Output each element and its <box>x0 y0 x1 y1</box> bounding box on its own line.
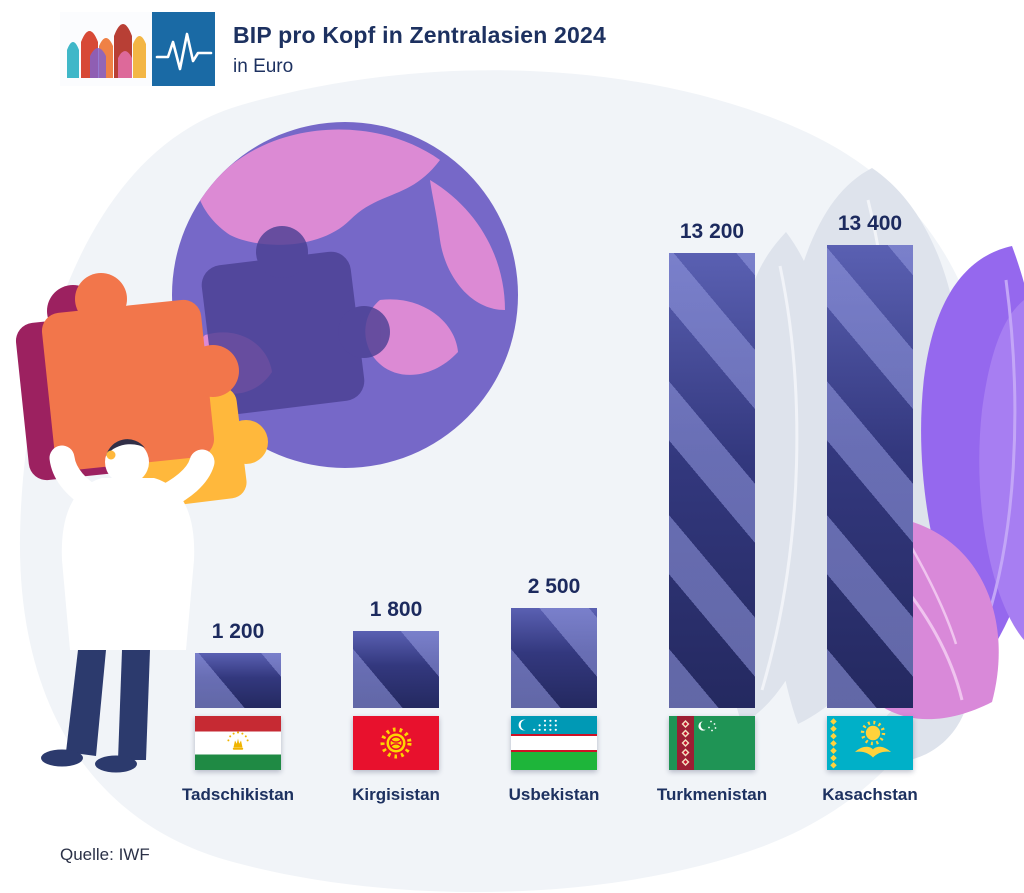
flag-turkmenistan-icon <box>669 716 755 770</box>
heartbeat-pulse-icon <box>155 32 213 71</box>
flag-uzbekistan-icon <box>511 716 597 770</box>
puzzle-pieces-illustration <box>15 273 268 510</box>
publisher-logo <box>60 12 215 86</box>
puzzle-piece-orange <box>41 273 239 471</box>
globe-illustration <box>172 122 518 468</box>
bar-uzbekistan <box>511 608 597 708</box>
st-basils-cathedral-icon <box>67 24 146 78</box>
bar-turkmenistan <box>669 253 755 708</box>
bar-column-kyrgyzstan: 1 800 Kirgisistan <box>352 598 440 805</box>
bar-column-kazakhstan: 13 400 Kasachstan <box>822 212 917 805</box>
bar-category-label: Tadschikistan <box>181 785 295 804</box>
page-subtitle: in Euro <box>233 56 294 77</box>
page-title: BIP pro Kopf in Zentralasien 2024 <box>233 22 606 48</box>
bar-category-label: Turkmenistan <box>656 785 768 804</box>
bar-value-label: 2 500 <box>527 575 581 598</box>
bar-column-tajikistan: 1 200 Tadschikistan <box>182 620 294 805</box>
bar-kyrgyzstan <box>353 631 439 708</box>
flag-tajikistan-icon <box>195 716 281 770</box>
bar-kazakhstan <box>827 245 913 708</box>
bar-value-label: 1 200 <box>211 620 265 643</box>
bar-tajikistan <box>195 653 281 708</box>
flag-kyrgyzstan-icon <box>353 716 439 770</box>
source-note: Quelle: IWF <box>60 845 150 864</box>
person-illustration <box>41 439 215 773</box>
bar-value-label: 13 200 <box>679 220 745 243</box>
flag-kazakhstan-icon <box>827 716 913 770</box>
bar-category-label: Kirgisistan <box>352 785 440 804</box>
bar-category-label: Kasachstan <box>822 785 918 804</box>
bar-column-uzbekistan: 2 500 Usbekistan <box>508 575 600 805</box>
title-block: BIP pro Kopf in Zentralasien 2024 in Eur… <box>233 12 606 78</box>
puzzle-shadow-on-globe <box>201 226 390 415</box>
bar-column-turkmenistan: 13 200 Turkmenistan <box>657 220 767 805</box>
header: BIP pro Kopf in Zentralasien 2024 in Eur… <box>60 12 606 86</box>
bar-value-label: 13 400 <box>837 212 903 235</box>
bar-value-label: 1 800 <box>369 598 423 621</box>
bar-category-label: Usbekistan <box>508 785 600 804</box>
